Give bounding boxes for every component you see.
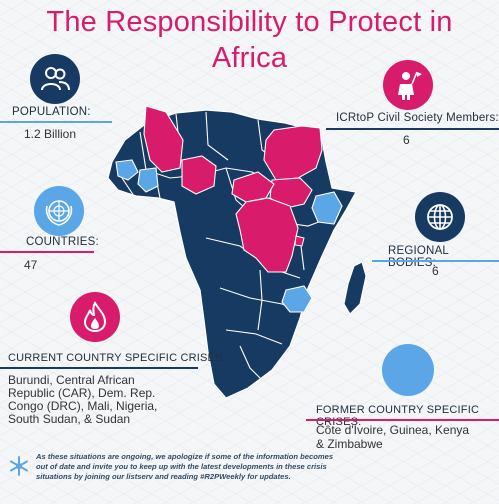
population-value: 1.2 Billion — [24, 127, 77, 141]
countries-underline — [0, 251, 94, 253]
current-underline — [0, 367, 198, 369]
population-label: POPULATION: — [12, 106, 91, 118]
country-cote-divoire — [137, 167, 159, 193]
people-icon — [41, 67, 70, 91]
country-kenya — [311, 191, 343, 225]
population-underline — [0, 121, 112, 123]
current-line-1: Burundi, Central African — [8, 373, 135, 387]
members-label: ICRtoP Civil Society Members: — [336, 112, 499, 124]
person-with-flag-icon — [398, 71, 422, 100]
current-line-2: Republic (CAR), Dem. Rep. — [8, 386, 156, 400]
former-line-2: & Zimbabwe — [316, 437, 383, 451]
former-icon-circle — [382, 344, 434, 396]
current-line-3: Congo (DRC), Mali, Nigeria, — [8, 399, 158, 413]
countries-value: 47 — [24, 258, 38, 272]
snowflake-icon — [10, 456, 28, 476]
country-zimbabwe — [281, 285, 313, 313]
country-burundi — [294, 235, 305, 247]
regional-icon-circle — [415, 192, 465, 242]
footer-line-1: As these situations are ongoing, we apol… — [36, 452, 334, 461]
current-label: CURRENT COUNTRY SPECIFIC CRISES: — [8, 352, 226, 364]
country-guinea — [115, 159, 139, 181]
footer-line-3: situations by joining our listserv and r… — [36, 472, 291, 481]
country-drc — [235, 197, 299, 273]
country-south-sudan — [269, 177, 313, 209]
former-line-1: Côte d'Ivoire, Guinea, Kenya — [316, 423, 470, 437]
former-underline — [306, 419, 499, 421]
countries-label: COUNTRIES: — [26, 236, 99, 248]
regional-value: 6 — [432, 264, 439, 278]
country-sudan — [263, 125, 323, 181]
un-emblem-icon — [45, 200, 73, 226]
current-line-4: South Sudan, & Sudan — [8, 412, 131, 426]
population-icon-circle — [30, 54, 80, 104]
regional-label: REGIONAL BODIES: — [388, 245, 449, 269]
current-icon-circle — [70, 292, 120, 342]
country-mali — [143, 105, 184, 173]
country-nigeria — [181, 155, 217, 195]
footer-line-2: out of date and invite you to keep up wi… — [36, 462, 327, 471]
footer-note: As these situations are ongoing, we apol… — [36, 452, 484, 482]
country-madagascar — [343, 261, 367, 315]
flame-icon — [83, 301, 107, 333]
members-icon-circle — [383, 60, 433, 110]
regional-underline — [372, 260, 499, 262]
title-line-2: Africa — [211, 42, 288, 74]
members-value: 6 — [403, 133, 410, 147]
members-underline — [326, 128, 499, 130]
title-line-1: The Responsibility to Protect in — [46, 6, 453, 38]
globe-icon — [427, 204, 453, 230]
countries-icon-circle — [34, 186, 84, 236]
